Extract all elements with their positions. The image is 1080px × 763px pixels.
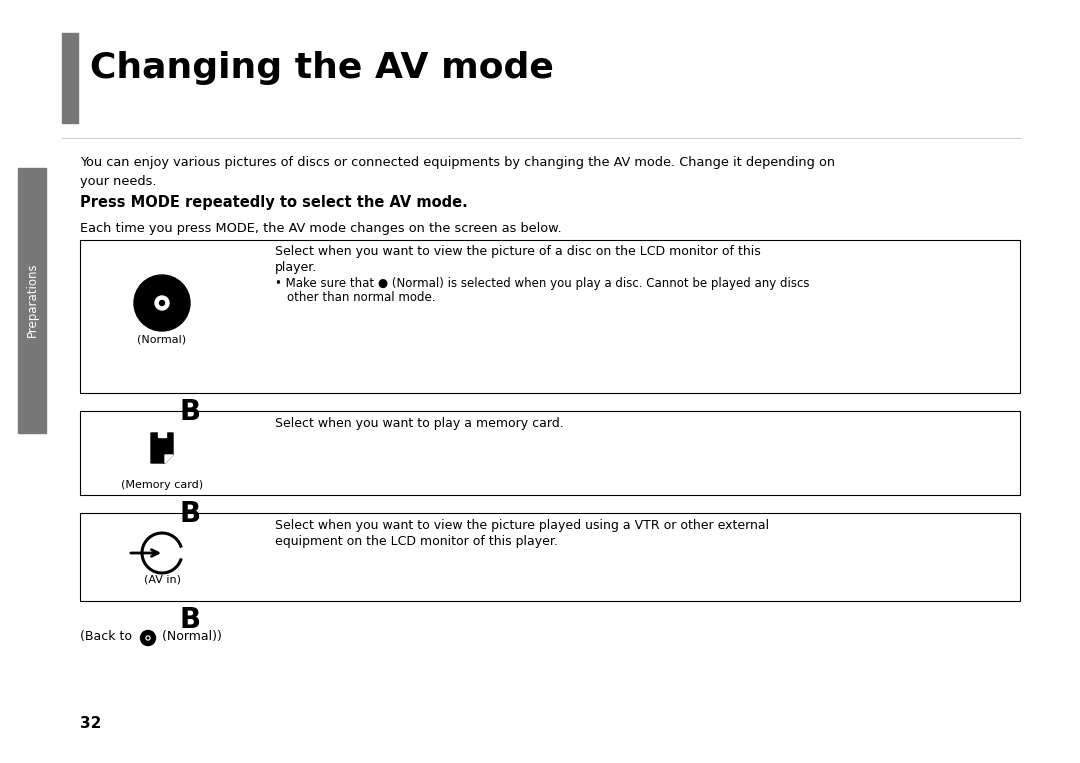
Bar xyxy=(80,411,1020,495)
Bar xyxy=(62,33,78,123)
Text: Changing the AV mode: Changing the AV mode xyxy=(90,51,554,85)
Text: Select when you want to play a memory card.: Select when you want to play a memory ca… xyxy=(275,417,564,430)
Text: (Normal)): (Normal)) xyxy=(158,630,221,643)
Text: (Normal): (Normal) xyxy=(137,334,187,344)
Text: (Memory card): (Memory card) xyxy=(121,480,203,490)
Text: Select when you want to view the picture of a disc on the LCD monitor of this: Select when you want to view the picture… xyxy=(275,245,760,258)
Text: Each time you press MODE, the AV mode changes on the screen as below.: Each time you press MODE, the AV mode ch… xyxy=(80,222,562,235)
Circle shape xyxy=(156,296,168,310)
Circle shape xyxy=(134,275,190,331)
Text: • Make sure that ● (Normal) is selected when you play a disc. Cannot be played a: • Make sure that ● (Normal) is selected … xyxy=(275,277,810,290)
Text: (Back to: (Back to xyxy=(80,630,136,643)
Text: equipment on the LCD monitor of this player.: equipment on the LCD monitor of this pla… xyxy=(275,535,558,548)
Text: Press MODE repeatedly to select the AV mode.: Press MODE repeatedly to select the AV m… xyxy=(80,195,468,210)
Circle shape xyxy=(146,636,150,640)
Polygon shape xyxy=(165,455,173,463)
Text: Preparations: Preparations xyxy=(26,262,39,337)
Bar xyxy=(18,168,46,433)
Circle shape xyxy=(160,301,164,305)
Text: B: B xyxy=(179,398,201,426)
Bar xyxy=(80,240,1020,393)
Text: 32: 32 xyxy=(80,716,102,731)
Text: Select when you want to view the picture played using a VTR or other external: Select when you want to view the picture… xyxy=(275,519,769,532)
Polygon shape xyxy=(151,433,173,463)
Text: B: B xyxy=(179,606,201,634)
Circle shape xyxy=(147,637,149,639)
Text: other than normal mode.: other than normal mode. xyxy=(287,291,435,304)
Text: player.: player. xyxy=(275,261,318,274)
Text: (AV in): (AV in) xyxy=(144,575,180,585)
Text: You can enjoy various pictures of discs or connected equipments by changing the : You can enjoy various pictures of discs … xyxy=(80,156,835,188)
Bar xyxy=(158,432,166,437)
Bar xyxy=(80,513,1020,601)
Text: B: B xyxy=(179,500,201,528)
Circle shape xyxy=(140,630,156,645)
